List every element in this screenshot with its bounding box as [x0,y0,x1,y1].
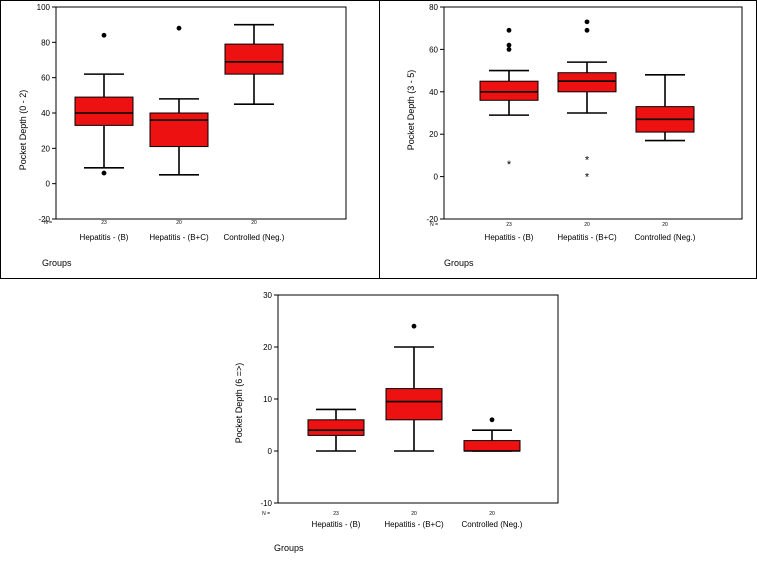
y-tick-label: -10 [260,499,272,508]
outlier-point [584,27,590,33]
y-tick-label: 60 [41,74,50,83]
y-tick-label: 40 [429,88,438,97]
box [224,43,284,75]
y-axis-label: Pocket Depth (6 =>) [234,363,244,444]
box [307,419,365,436]
x-axis-label: Groups [42,258,72,268]
y-tick-label: 60 [429,45,438,54]
n-count: 20 [411,511,417,517]
chart-panel-3: -10 0 10 20 30 Pocket Depth (6 =>) N = Groups 23… [230,283,560,561]
n-count: 23 [101,220,107,226]
chart-panel-2: -20 0 20 40 60 80 Pocket Depth (3 - 5) N = Group… [382,2,754,276]
y-tick-label: 10 [263,395,272,404]
outlier-point [411,323,417,329]
x-axis-label: Groups [274,543,304,553]
extreme-point: * [585,172,590,184]
chart-panel-1: -20 0 20 40 60 80 100 Pocket Depth (0 - 2) N = Gr… [2,2,376,276]
n-label: N = [44,220,52,226]
plot-frame [443,6,743,220]
chart-3: -10 0 10 20 30 Pocket Depth (6 =>) N = Groups 23… [234,291,559,553]
category-label: Hepatitis - (B) [80,233,129,242]
chart-2: -20 0 20 40 60 80 Pocket Depth (3 - 5) N = Group… [406,3,743,268]
outlier-point [176,25,182,31]
box [463,440,521,452]
n-label: N = [430,222,438,228]
y-tick-label: 20 [429,130,438,139]
n-count: 20 [251,220,257,226]
box [479,80,539,101]
box [74,96,134,126]
y-tick-label: 0 [434,173,439,182]
extreme-point: * [585,155,590,167]
box [557,72,617,93]
category-label: Hepatitis - (B+C) [384,520,444,529]
category-label: Hepatitis - (B) [312,520,361,529]
y-tick-label: 80 [41,38,50,47]
category-label: Hepatitis - (B+C) [557,233,617,242]
category-label: Controlled (Neg.) [224,233,285,242]
y-tick-label: 100 [37,3,51,12]
y-tick-label: 20 [263,343,272,352]
y-tick-label: 80 [429,3,438,12]
category-label: Controlled (Neg.) [635,233,696,242]
outlier-point [506,27,512,33]
extreme-point: * [507,159,512,171]
outlier-point [489,417,495,423]
category-label: Hepatitis - (B) [485,233,534,242]
outlier-point [101,32,107,38]
chart-1: -20 0 20 40 60 80 100 Pocket Depth (0 - 2) N = Gr… [18,3,347,268]
n-count: 23 [333,511,339,517]
outlier-point [506,47,512,52]
n-count: 23 [506,222,512,228]
y-tick-label: 20 [41,144,50,153]
outlier-point [506,42,512,48]
category-label: Hepatitis - (B+C) [149,233,209,242]
y-tick-label: 30 [263,291,272,300]
n-label: N = [262,511,270,517]
n-count: 20 [489,511,495,517]
y-tick-label: -20 [38,215,50,224]
outlier-point [101,170,107,176]
y-tick-label: -20 [426,215,438,224]
y-tick-label: 0 [268,447,273,456]
category-label: Controlled (Neg.) [462,520,523,529]
n-count: 20 [662,222,668,228]
y-tick-label: 40 [41,109,50,118]
box [149,112,209,148]
y-axis-label: Pocket Depth (3 - 5) [406,70,416,151]
n-count: 20 [584,222,590,228]
y-axis-label: Pocket Depth (0 - 2) [18,90,28,171]
y-tick-label: 0 [46,180,51,189]
box [385,388,443,421]
n-count: 20 [176,220,182,226]
outlier-point [584,19,590,25]
x-axis-label: Groups [444,258,474,268]
